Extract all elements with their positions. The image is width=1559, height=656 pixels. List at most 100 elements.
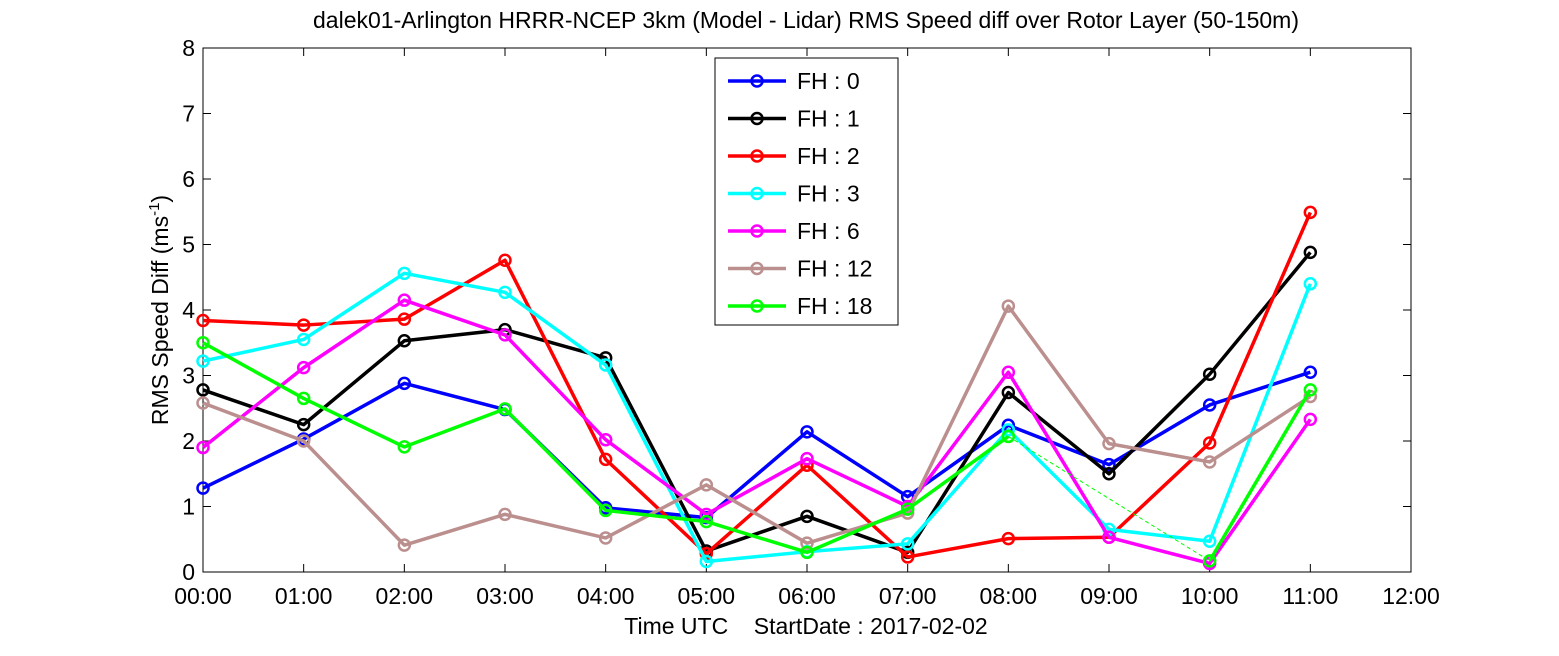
series-line [202, 251, 1312, 555]
data-point [900, 550, 915, 564]
data-point [1001, 423, 1016, 437]
data-point [1102, 436, 1116, 451]
chart-title: dalek01-Arlington HRRR-NCEP 3km (Model -… [313, 7, 1299, 33]
x-tick-label: 03:00 [476, 583, 534, 609]
legend-box [714, 57, 899, 326]
data-point [598, 452, 613, 467]
data-point [397, 266, 412, 281]
data-point [1102, 530, 1116, 545]
data-point [800, 536, 814, 550]
y-axis-label: RMS Speed Diff (ms-1) [146, 195, 173, 425]
series-5 [196, 299, 1318, 552]
data-point [800, 545, 814, 560]
x-tick-label: 07:00 [879, 583, 937, 609]
data-point [498, 253, 512, 267]
data-point [1202, 436, 1217, 450]
data-point [1303, 205, 1318, 220]
data-point [598, 432, 613, 447]
y-tick-label: 6 [182, 166, 195, 192]
data-point [900, 502, 915, 516]
y-tick-label: 0 [182, 559, 195, 585]
data-point [800, 509, 814, 524]
data-point [397, 376, 412, 391]
data-point [296, 360, 311, 375]
x-axis-label: Time UTC StartDate : 2017-02-02 [624, 613, 987, 639]
data-point [498, 507, 512, 522]
y-tick-label: 2 [182, 428, 195, 454]
legend-label: FH : 6 [797, 218, 860, 244]
legend-swatch-marker [750, 74, 764, 88]
data-point [1303, 277, 1318, 291]
data-point [296, 391, 311, 406]
x-tick-label: 04:00 [577, 583, 635, 609]
data-point [699, 478, 714, 492]
data-point [699, 554, 714, 569]
y-tick-label: 5 [182, 232, 195, 258]
x-tick-label: 11:00 [1282, 583, 1338, 609]
data-point [196, 336, 210, 350]
data-point [196, 440, 210, 455]
legend-label: FH : 3 [797, 181, 860, 207]
legend-label: FH : 0 [797, 68, 860, 94]
legend-label: FH : 1 [797, 106, 860, 132]
series-line [1208, 389, 1312, 562]
data-point [397, 293, 412, 307]
y-axis-label-main: RMS Speed Diff (ms [147, 216, 173, 425]
data-point [1202, 398, 1217, 412]
x-tick-label: 02:00 [376, 583, 434, 609]
data-point [296, 332, 311, 347]
x-tick-label: 12:00 [1382, 583, 1440, 609]
x-tick-label: 00:00 [174, 583, 232, 609]
series-line [201, 298, 1312, 566]
data-point [1001, 299, 1016, 313]
y-tick-label: 3 [182, 363, 195, 389]
legend: FH : 0 FH : 1 FH : 2 FH : 3 FH : 6 FH : 12 FH … [714, 57, 899, 326]
data-point [296, 318, 311, 332]
series-line [202, 271, 1312, 564]
data-point [1102, 467, 1116, 481]
y-tick-label: 1 [182, 494, 195, 520]
data-point [1303, 365, 1318, 379]
data-point [498, 285, 512, 300]
data-point [397, 440, 412, 454]
legend-swatch-marker [750, 186, 764, 201]
data-point [498, 402, 512, 416]
data-point [196, 383, 210, 397]
data-point [1001, 531, 1016, 546]
legend-label: FH : 2 [797, 143, 860, 169]
series-line [202, 304, 1312, 547]
y-tick-label: 7 [182, 101, 195, 127]
data-point [498, 328, 512, 342]
data-point [196, 313, 210, 328]
y-axis-label-sup: -1 [146, 203, 163, 216]
data-point [1303, 383, 1318, 397]
data-point [397, 538, 412, 552]
data-point [397, 312, 412, 326]
data-point [1202, 455, 1217, 469]
legend-swatch-marker [750, 299, 764, 313]
legend-label: FH : 18 [797, 293, 872, 319]
data-point [196, 396, 210, 410]
data-point [397, 334, 412, 348]
y-tick-label: 8 [182, 35, 195, 61]
data-point [1102, 457, 1116, 472]
x-tick-label: 01:00 [275, 583, 333, 609]
series-layer [196, 205, 1318, 571]
series-gap-line [1008, 435, 1210, 562]
legend-swatch-marker [750, 111, 764, 126]
legend-swatch-marker [750, 149, 764, 163]
data-point [598, 503, 613, 518]
data-point [1202, 367, 1217, 381]
data-point [598, 358, 613, 372]
x-tick-label: 05:00 [678, 583, 736, 609]
y-tick-label: 4 [182, 297, 195, 323]
x-tick-label: 10:00 [1181, 583, 1239, 609]
series-3 [196, 266, 1318, 569]
data-point [1303, 412, 1318, 427]
data-point [598, 531, 613, 545]
data-point [196, 354, 210, 368]
data-point [1202, 554, 1217, 568]
y-axis: 0 1 2 3 4 5 6 7 8 [182, 35, 1411, 585]
y-axis-label-close: ) [147, 195, 173, 203]
